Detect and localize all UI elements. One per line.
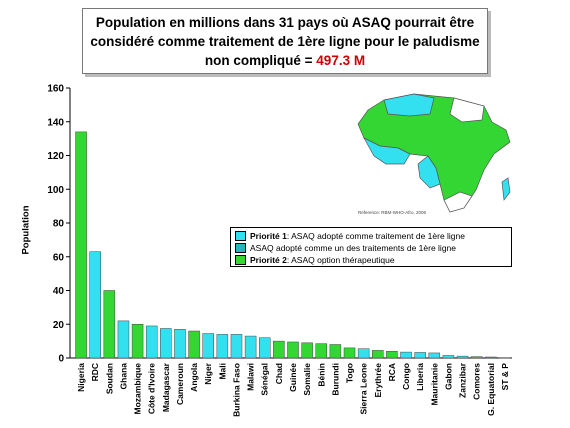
chart-title: Population en millions dans 31 pays où A… [82,8,488,74]
x-tick-label: Mozambique [133,363,143,415]
legend-item-one-of-first-line: ASAQ adopté comme un des traitements de … [235,242,507,254]
bar [174,329,186,359]
x-tick-label: Guinée [288,363,298,392]
map-reference: Reference: RBM-WHO-Afro, 2006 [358,210,427,215]
title-line-3-text: non compliqué = [204,53,317,68]
bar [117,320,130,359]
x-tick-label: Mauritanie [429,363,439,406]
bar [372,350,384,359]
x-tick-label: Comores [472,363,482,400]
bar [160,328,172,359]
bar [89,251,101,359]
legend-text-3: : ASAQ option thérapeutique [286,255,395,265]
y-tick-label: 80 [53,219,65,230]
bar [386,351,398,359]
bar [428,352,441,359]
x-tick-label: Liberia [415,363,425,391]
bar [188,330,200,359]
bar [103,290,116,359]
bar [315,343,328,359]
x-tick-label: Cameroun [175,363,185,405]
bar [400,351,412,359]
africa-map [344,92,520,220]
y-tick-label: 20 [53,320,65,331]
bar [145,325,158,359]
bar [230,334,243,359]
bar [273,340,285,359]
x-tick-label: Nigeria [76,363,86,392]
y-axis-label: Population [20,205,32,255]
bar [301,342,313,359]
title-line-3: non compliqué = 497.3 M [83,51,487,70]
y-tick-label: 160 [47,84,64,95]
legend: Priorité 1: ASAQ adopté comme traitement… [230,227,512,267]
legend-text-2: ASAQ adopté comme un des traitements de … [250,243,457,253]
bar [343,347,356,359]
x-tick-label: Soudan [104,363,114,394]
y-tick-label: 60 [53,252,65,263]
y-tick-label: 140 [47,117,64,128]
x-tick-label: Sénégal [260,363,270,396]
x-tick-label: Somalie [302,363,312,396]
bar [442,355,455,359]
x-tick-label: Madagascar [161,362,171,412]
bar [470,356,483,359]
y-tick-label: 100 [47,185,64,196]
x-tick-label: G. Equatorial [486,363,496,416]
bar [258,337,271,359]
x-tick-label: Togo [345,363,355,383]
x-tick-label: Burkina Faso [231,363,241,417]
x-tick-label: RDC [90,363,100,381]
x-tick-label: Bénin [316,363,326,387]
y-tick-label: 0 [58,354,64,365]
legend-item-priority1: Priorité 1: ASAQ adopté comme traitement… [235,230,507,242]
x-tick-label: Gabon [443,363,453,390]
x-tick-label: Zanzibar [458,362,468,398]
bar [485,356,497,359]
x-tick-label: Niger [203,362,213,384]
africa-map-icon [357,93,511,213]
x-tick-label: Sierra Leone [359,363,369,415]
x-tick-label: Erythrée [373,363,383,398]
bar [244,335,257,359]
title-line-2: considéré comme traitement de 1ère ligne… [90,34,480,49]
x-tick-label: Chad [274,363,284,384]
y-tick-label: 40 [53,286,65,297]
x-tick-label: Burundi [330,363,340,396]
bar [75,131,87,359]
x-tick-label: RCA [387,363,397,381]
x-tick-label: Mali [217,363,227,380]
title-line-1: Population en millions dans 31 pays où A… [95,15,475,30]
bar [414,352,426,359]
bar [456,355,469,359]
x-tick-label: ST & P [500,363,510,391]
legend-swatch-teal [235,243,246,253]
x-tick-label: Ghana [118,363,128,390]
bar [329,344,342,359]
x-tick-label: Congo [401,363,411,390]
bar [287,341,299,359]
legend-item-priority2: Priorité 2: ASAQ option thérapeutique [235,254,507,266]
bar [202,333,214,359]
x-tick-label: Malawi [246,363,256,391]
legend-swatch-green [235,255,246,265]
x-tick-label: Côte d'Ivoire [147,363,157,414]
title-total: 497.3 M [316,53,366,68]
legend-swatch-cyan [235,231,246,241]
legend-bold-3: Priorité 2 [250,255,287,265]
bar [216,334,229,359]
legend-text-1: : ASAQ adopté comme traitement de 1ère l… [286,231,465,241]
legend-bold-1: Priorité 1 [250,231,287,241]
bar [499,357,511,359]
y-tick-label: 120 [47,151,64,162]
x-tick-label: Angola [189,363,199,392]
bar [131,324,144,359]
bar [357,348,370,359]
